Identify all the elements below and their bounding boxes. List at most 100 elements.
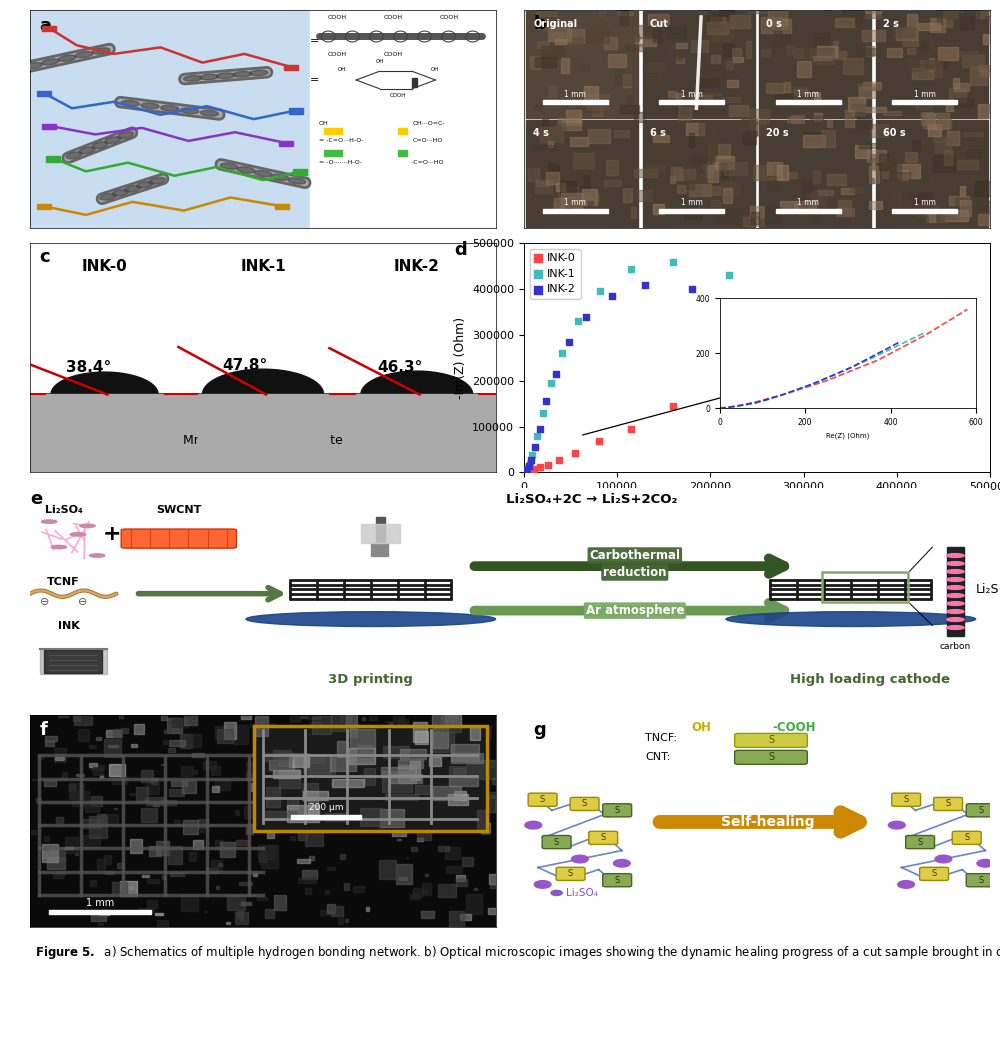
Bar: [572, 58, 582, 69]
Bar: [604, 36, 617, 49]
Bar: [211, 767, 220, 775]
Bar: [204, 911, 207, 912]
Bar: [786, 45, 793, 54]
Bar: [96, 738, 101, 740]
Bar: [350, 729, 375, 748]
Bar: [962, 55, 984, 68]
Bar: [380, 823, 398, 830]
Text: COOH: COOH: [384, 16, 403, 20]
Bar: [676, 94, 682, 106]
Bar: [241, 902, 251, 905]
Bar: [699, 122, 716, 137]
Bar: [947, 131, 959, 145]
Bar: [686, 123, 704, 135]
Bar: [393, 715, 404, 722]
Bar: [780, 201, 797, 209]
Bar: [162, 875, 165, 879]
Bar: [155, 913, 163, 915]
Text: MnO₂ electrode substrate: MnO₂ electrode substrate: [183, 434, 343, 447]
Bar: [466, 760, 497, 779]
Bar: [217, 728, 233, 743]
Bar: [170, 873, 184, 876]
Text: = -C=O···H-O-: = -C=O···H-O-: [319, 138, 364, 143]
Bar: [766, 83, 784, 94]
Bar: [818, 190, 833, 195]
Bar: [410, 895, 419, 899]
Ellipse shape: [92, 48, 110, 54]
Bar: [108, 745, 118, 747]
Text: 6 s: 6 s: [650, 128, 666, 138]
Bar: [692, 95, 712, 101]
Bar: [308, 797, 318, 816]
Text: OH: OH: [319, 121, 329, 126]
Bar: [311, 784, 327, 799]
Bar: [362, 717, 365, 720]
Bar: [921, 111, 933, 125]
Bar: [787, 172, 797, 178]
Bar: [45, 737, 57, 742]
Bar: [337, 741, 348, 757]
Bar: [963, 127, 974, 140]
Bar: [647, 165, 664, 171]
Bar: [289, 753, 309, 767]
FancyBboxPatch shape: [603, 874, 632, 886]
Circle shape: [572, 855, 588, 862]
Bar: [929, 210, 935, 222]
Bar: [946, 104, 953, 111]
Text: 1 mm: 1 mm: [681, 198, 703, 208]
Bar: [832, 51, 846, 59]
Bar: [216, 886, 219, 889]
Bar: [543, 100, 608, 104]
Text: S: S: [978, 876, 983, 884]
Bar: [42, 26, 56, 31]
Ellipse shape: [246, 612, 496, 627]
Bar: [89, 816, 107, 837]
Bar: [157, 921, 168, 927]
Bar: [767, 176, 779, 190]
Bar: [212, 785, 219, 793]
Bar: [387, 754, 391, 757]
Bar: [587, 94, 609, 108]
Bar: [827, 175, 846, 185]
Bar: [460, 913, 471, 921]
Bar: [396, 864, 412, 884]
Bar: [413, 812, 431, 827]
Bar: [821, 130, 835, 148]
Bar: [536, 9, 556, 16]
Bar: [426, 797, 438, 805]
Bar: [292, 800, 307, 812]
FancyBboxPatch shape: [892, 793, 921, 806]
Bar: [97, 815, 106, 823]
Bar: [686, 180, 694, 189]
Text: g: g: [533, 721, 546, 740]
Bar: [237, 911, 243, 917]
Bar: [711, 55, 720, 63]
Bar: [344, 883, 349, 889]
Bar: [460, 825, 466, 828]
Bar: [865, 107, 886, 111]
FancyBboxPatch shape: [542, 835, 571, 849]
Circle shape: [935, 855, 952, 862]
Bar: [810, 116, 823, 122]
Bar: [69, 782, 84, 799]
Bar: [192, 753, 204, 756]
Bar: [241, 713, 251, 719]
Circle shape: [947, 625, 964, 630]
Bar: [117, 862, 124, 869]
Bar: [406, 857, 408, 858]
Bar: [381, 767, 409, 777]
Bar: [909, 192, 930, 199]
Bar: [882, 162, 888, 178]
Bar: [279, 769, 300, 788]
INK-0: [523, 462, 539, 479]
Bar: [835, 18, 854, 27]
Bar: [708, 144, 715, 162]
Bar: [307, 712, 320, 719]
Bar: [671, 44, 682, 60]
Bar: [977, 201, 996, 214]
FancyBboxPatch shape: [556, 868, 585, 880]
Bar: [432, 709, 461, 725]
Bar: [259, 854, 266, 861]
Bar: [369, 760, 372, 762]
Text: 3D printing: 3D printing: [328, 672, 413, 686]
